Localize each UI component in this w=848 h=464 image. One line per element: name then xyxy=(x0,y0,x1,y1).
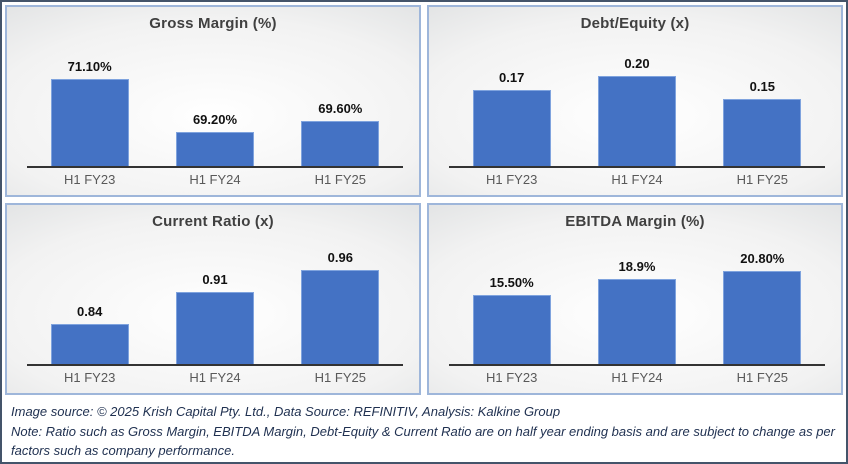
bar xyxy=(50,324,129,364)
bar xyxy=(301,270,380,364)
category-label: H1 FY23 xyxy=(64,172,116,187)
bar-column: 15.50% xyxy=(472,250,551,364)
bar-value-label: 18.9% xyxy=(618,259,656,274)
bar-value-label: 0.17 xyxy=(499,70,525,85)
bar-column: 18.9% xyxy=(597,250,676,364)
bar xyxy=(175,132,254,166)
plot-area: 0.84 0.91 0.96 xyxy=(27,250,403,366)
category-label: H1 FY24 xyxy=(189,370,241,385)
bar-value-label: 15.50% xyxy=(489,275,534,290)
bar-value-label: 0.84 xyxy=(77,304,103,319)
bar xyxy=(50,79,129,166)
bar-column: 0.96 xyxy=(301,250,380,364)
plot-area: 0.17 0.20 0.15 xyxy=(449,54,825,168)
category-label: H1 FY25 xyxy=(736,370,788,385)
bar-column: 71.10% xyxy=(50,52,129,166)
category-label: H1 FY25 xyxy=(314,172,366,187)
bar xyxy=(597,76,676,166)
chart-panel-ebitda-margin: EBITDA Margin (%) 15.50% 18.9% 20.80% H1… xyxy=(427,203,843,395)
chart-title: Debt/Equity (x) xyxy=(580,15,690,32)
category-label: H1 FY25 xyxy=(314,370,366,385)
bar-value-label: 0.96 xyxy=(327,250,353,265)
bar-column: 69.20% xyxy=(175,52,254,166)
bar-column: 0.17 xyxy=(472,52,551,166)
bar xyxy=(175,292,254,364)
chart-panel-gross-margin: Gross Margin (%) 71.10% 69.20% 69.60% H1… xyxy=(5,5,421,197)
bar-column: 0.84 xyxy=(50,250,129,364)
category-label: H1 FY23 xyxy=(64,370,116,385)
note-line: Note: Ratio such as Gross Margin, EBITDA… xyxy=(11,423,835,459)
bar-value-label: 0.20 xyxy=(624,56,650,71)
category-label: H1 FY24 xyxy=(189,172,241,187)
bar-column: 0.20 xyxy=(597,52,676,166)
bar-column: 20.80% xyxy=(723,250,802,364)
bar-value-label: 69.60% xyxy=(318,101,363,116)
category-label: H1 FY23 xyxy=(486,370,538,385)
bar-column: 0.15 xyxy=(723,52,802,166)
plot-area: 15.50% 18.9% 20.80% xyxy=(449,250,825,366)
chart-title: EBITDA Margin (%) xyxy=(565,213,705,230)
bar xyxy=(723,99,802,166)
category-axis: H1 FY23 H1 FY24 H1 FY25 xyxy=(27,172,403,187)
bar-value-label: 20.80% xyxy=(740,251,785,266)
charts-grid: Gross Margin (%) 71.10% 69.20% 69.60% H1… xyxy=(2,2,846,398)
chart-panel-debt-equity: Debt/Equity (x) 0.17 0.20 0.15 H1 FY23 H… xyxy=(427,5,843,197)
category-axis: H1 FY23 H1 FY24 H1 FY25 xyxy=(449,370,825,385)
bar xyxy=(301,121,380,166)
bar xyxy=(472,295,551,364)
bar-value-label: 0.15 xyxy=(749,79,775,94)
bar-value-label: 69.20% xyxy=(192,112,238,127)
category-label: H1 FY25 xyxy=(736,172,788,187)
category-label: H1 FY24 xyxy=(611,370,663,385)
attribution-footer: Image source: © 2025 Krish Capital Pty. … xyxy=(2,398,846,462)
bar-value-label: 0.91 xyxy=(202,272,228,287)
plot-area: 71.10% 69.20% 69.60% xyxy=(27,54,403,168)
bar-column: 0.91 xyxy=(175,250,254,364)
category-label: H1 FY24 xyxy=(611,172,663,187)
category-label: H1 FY23 xyxy=(486,172,538,187)
chart-title: Gross Margin (%) xyxy=(149,15,277,32)
bar-column: 69.60% xyxy=(301,52,380,166)
bar xyxy=(723,271,802,364)
category-axis: H1 FY23 H1 FY24 H1 FY25 xyxy=(27,370,403,385)
bar xyxy=(472,90,551,166)
bar-value-label: 71.10% xyxy=(67,59,112,74)
chart-panel-current-ratio: Current Ratio (x) 0.84 0.91 0.96 H1 FY23… xyxy=(5,203,421,395)
image-source-line: Image source: © 2025 Krish Capital Pty. … xyxy=(11,404,561,419)
category-axis: H1 FY23 H1 FY24 H1 FY25 xyxy=(449,172,825,187)
bar xyxy=(597,279,676,364)
chart-title: Current Ratio (x) xyxy=(152,213,274,230)
